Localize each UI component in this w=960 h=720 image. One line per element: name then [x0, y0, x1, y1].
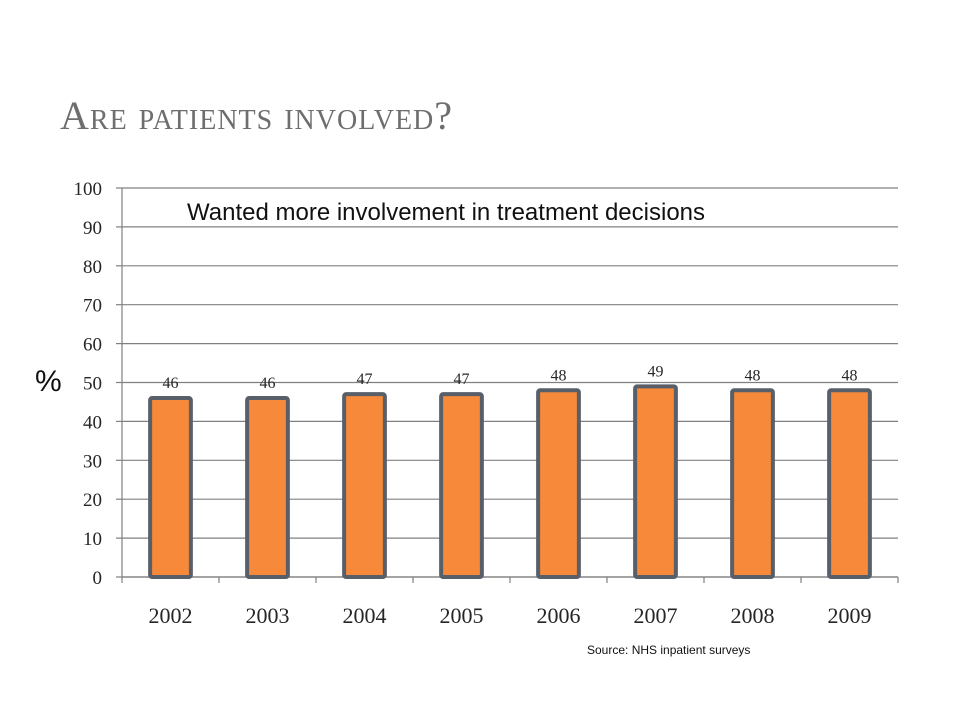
- y-tick-label: 70: [83, 296, 102, 317]
- x-tick-label: 2008: [731, 603, 775, 628]
- x-tick-label: 2003: [246, 603, 290, 628]
- data-label: 48: [842, 367, 858, 384]
- x-tick-label: 2009: [828, 603, 872, 628]
- bar-2006: [536, 388, 581, 579]
- data-label: 47: [357, 371, 373, 388]
- bar-2007: [633, 384, 678, 580]
- y-axis-label: %: [35, 365, 62, 398]
- y-tick-label: 50: [83, 374, 102, 395]
- x-tick-label: 2006: [537, 603, 581, 628]
- data-label: 46: [163, 375, 179, 392]
- y-tick-label: 30: [83, 451, 102, 472]
- data-label: 48: [745, 367, 761, 384]
- y-tick-label: 100: [74, 179, 103, 200]
- x-tick-label: 2002: [149, 603, 193, 628]
- y-tick-label: 60: [83, 335, 102, 356]
- y-tick-label: 10: [83, 529, 102, 550]
- bar-2008: [730, 388, 775, 579]
- data-label: 46: [260, 375, 276, 392]
- bar-2005: [439, 392, 484, 580]
- x-tick-label: 2004: [343, 603, 387, 628]
- chart-annotation: Wanted more involvement in treatment dec…: [187, 199, 706, 226]
- data-label: 47: [454, 371, 470, 388]
- source-note: Source: NHS inpatient surveys: [587, 643, 751, 657]
- bar-2002: [148, 396, 193, 579]
- y-tick-label: 90: [83, 218, 102, 239]
- slide-title: Are patients involved?: [60, 93, 454, 138]
- x-tick-label: 2007: [634, 603, 678, 628]
- y-tick-label: 0: [93, 568, 103, 589]
- bar-2004: [342, 392, 387, 580]
- y-tick-label: 40: [83, 412, 102, 433]
- x-tick-label: 2005: [440, 603, 484, 628]
- bar-2003: [245, 396, 290, 579]
- data-label: 48: [551, 367, 567, 384]
- data-label: 49: [648, 363, 664, 380]
- bar-2009: [827, 388, 872, 579]
- y-tick-label: 20: [83, 490, 102, 511]
- y-tick-label: 80: [83, 257, 102, 278]
